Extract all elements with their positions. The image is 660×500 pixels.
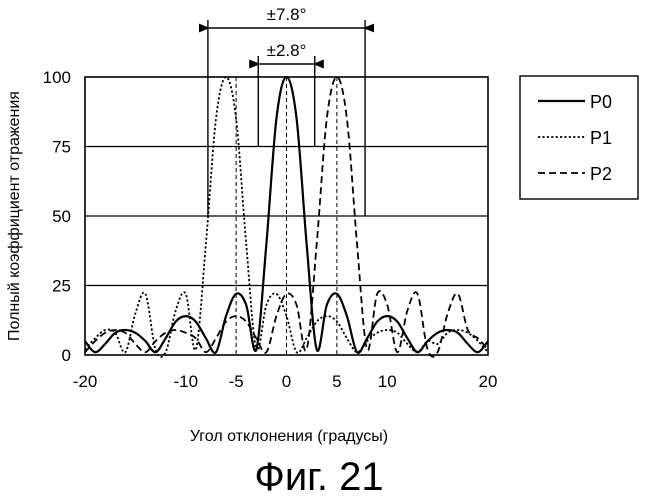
legend-label-P2: P2	[590, 164, 612, 184]
figure-label: Фиг. 21	[254, 455, 383, 499]
y-axis-label: Полный коэффициент отражения	[6, 91, 23, 341]
series-group	[85, 77, 488, 357]
series-line-P1	[85, 77, 488, 357]
y-tick-0: 0	[62, 346, 71, 365]
annotation-label-0: ±7.8°	[267, 5, 307, 24]
x-tick-20: 20	[479, 372, 498, 391]
x-tick--10: -10	[173, 372, 198, 391]
y-tick-25: 25	[52, 277, 71, 296]
annotation-label-1: ±2.8°	[267, 41, 307, 60]
grid	[85, 147, 488, 286]
x-tick-0: 0	[282, 372, 291, 391]
x-tick-10: 10	[378, 372, 397, 391]
x-tick--20: -20	[73, 372, 98, 391]
y-tick-100: 100	[43, 68, 71, 87]
legend-label-P0: P0	[590, 92, 612, 112]
y-tick-labels: 0 25 50 75 100	[43, 68, 71, 365]
legend-label-P1: P1	[590, 128, 612, 148]
x-tick-5: 5	[332, 372, 341, 391]
x-tick--5: -5	[229, 372, 244, 391]
y-tick-50: 50	[52, 207, 71, 226]
x-axis-label: Угол отклонения (градусы)	[190, 428, 388, 445]
y-tick-75: 75	[52, 138, 71, 157]
x-tick-labels: -20 -10 -5 0 5 10 20	[73, 372, 498, 391]
